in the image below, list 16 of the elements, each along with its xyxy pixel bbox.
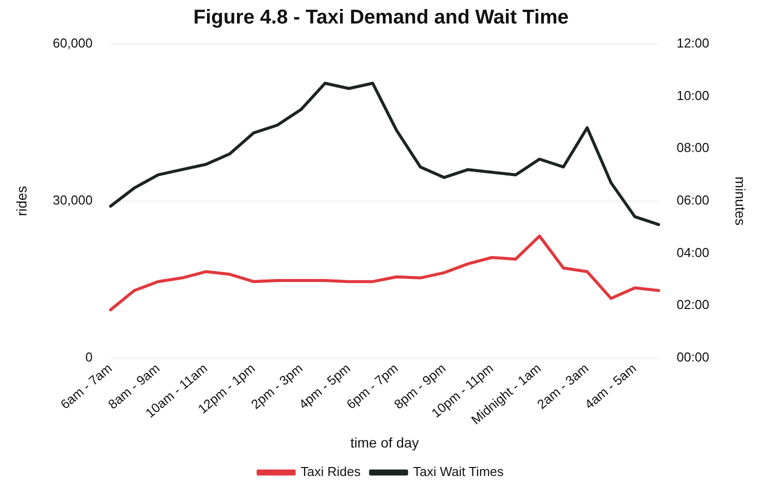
chart-title: Figure 4.8 - Taxi Demand and Wait Time — [193, 6, 569, 29]
y-tick-label: 60,000 — [52, 36, 93, 51]
x-axis-title: time of day — [350, 434, 419, 450]
legend-label: Taxi Rides — [300, 464, 362, 480]
y2-tick-label: 06:00 — [676, 192, 710, 208]
legend-label: Taxi Wait Times — [413, 464, 504, 480]
y2-tick-label: 04:00 — [676, 244, 710, 260]
y2-tick-label: 10:00 — [676, 88, 710, 103]
y2-tick-label: 12:00 — [676, 36, 710, 51]
y2-axis-title: minutes — [732, 176, 749, 226]
y-axis-title: rides — [13, 186, 30, 216]
y-tick-label: 0 — [85, 350, 93, 365]
y-tick-label: 30,000 — [52, 192, 93, 208]
y2-tick-label: 02:00 — [676, 297, 710, 312]
y2-tick-label: 00:00 — [676, 350, 710, 365]
y2-tick-label: 08:00 — [676, 140, 710, 156]
